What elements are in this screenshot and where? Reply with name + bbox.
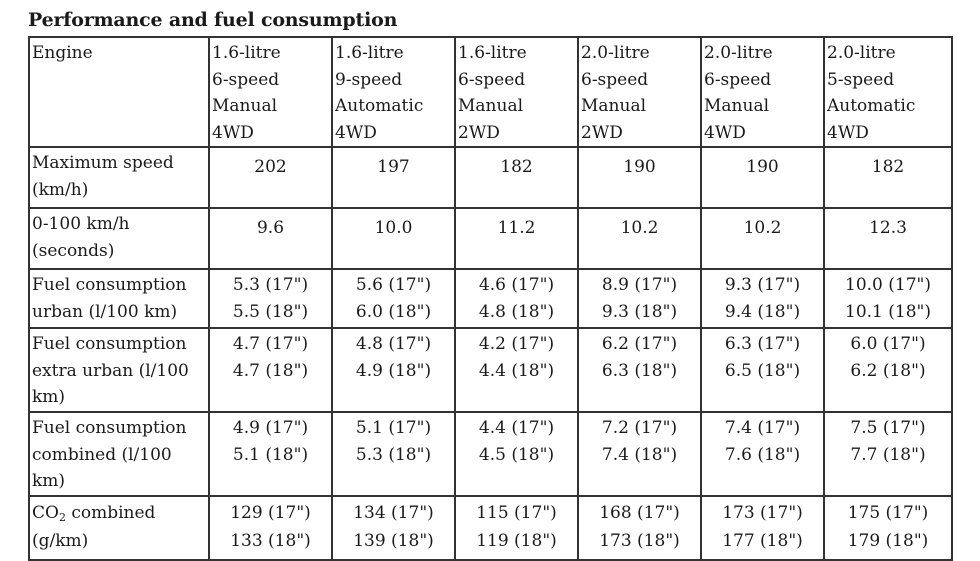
table-cell: 4.9 (17") 5.1 (18") xyxy=(208,411,333,497)
table-cell: 4.6 (17") 4.8 (18") xyxy=(454,268,579,329)
table-cell: 173 (17") 177 (18") xyxy=(700,495,825,561)
table-cell: 10.2 xyxy=(577,207,702,270)
table-cell: 10.0 (17") 10.1 (18") xyxy=(823,268,953,329)
engine-gears: 5-speed xyxy=(827,69,895,90)
engine-transmission: Automatic xyxy=(827,96,916,116)
engine-displacement: 2.0-litre xyxy=(581,43,650,63)
engine-column-header: 2.0-litre 5-speed Automatic 4WD xyxy=(823,36,953,148)
engine-displacement: 1.6-litre xyxy=(458,43,527,63)
engine-gears: 9-speed xyxy=(335,69,403,90)
engine-drive: 4WD xyxy=(212,122,254,143)
table-cell: 4.7 (17") 4.7 (18") xyxy=(208,327,333,413)
engine-gears: 6-speed xyxy=(212,69,280,90)
table-row: CO2 combined (g/km) 129 (17") 133 (18") … xyxy=(28,495,953,561)
table-cell: 5.6 (17") 6.0 (18") xyxy=(331,268,456,329)
table-cell: 10.0 xyxy=(331,207,456,270)
engine-column-header: 1.6-litre 6-speed Manual 4WD xyxy=(208,36,333,148)
table-cell: 9.3 (17") 9.4 (18") xyxy=(700,268,825,329)
table-cell: 9.6 xyxy=(208,207,333,270)
engine-column-header: 2.0-litre 6-speed Manual 4WD xyxy=(700,36,825,148)
table-cell: 8.9 (17") 9.3 (18") xyxy=(577,268,702,329)
engine-drive: 4WD xyxy=(704,122,746,143)
table-cell: 168 (17") 173 (18") xyxy=(577,495,702,561)
engine-drive: 2WD xyxy=(458,122,500,143)
engine-header-label: Engine xyxy=(28,36,210,148)
table-cell: 5.1 (17") 5.3 (18") xyxy=(331,411,456,497)
table-cell: 190 xyxy=(577,146,702,209)
table-cell: 7.2 (17") 7.4 (18") xyxy=(577,411,702,497)
engine-gears: 6-speed xyxy=(581,69,649,90)
engine-transmission: Manual xyxy=(581,96,647,116)
row-label: CO2 combined (g/km) xyxy=(28,495,210,561)
row-label: Maximum speed (km/h) xyxy=(28,146,210,209)
table-cell: 182 xyxy=(823,146,953,209)
table-row: Fuel consumption extra urban (l/100 km) … xyxy=(28,327,953,413)
row-label: 0-100 km/h (seconds) xyxy=(28,207,210,270)
engine-drive: 4WD xyxy=(335,122,377,143)
table-cell: 6.0 (17") 6.2 (18") xyxy=(823,327,953,413)
table-cell: 4.4 (17") 4.5 (18") xyxy=(454,411,579,497)
table-cell: 11.2 xyxy=(454,207,579,270)
table-row: Fuel consumption urban (l/100 km) 5.3 (1… xyxy=(28,268,953,329)
table-cell: 182 xyxy=(454,146,579,209)
performance-table: Engine 1.6-litre 6-speed Manual 4WD 1.6-… xyxy=(28,36,953,561)
table-cell: 4.8 (17") 4.9 (18") xyxy=(331,327,456,413)
engine-gears: 6-speed xyxy=(458,69,526,90)
table-cell: 115 (17") 119 (18") xyxy=(454,495,579,561)
engine-displacement: 1.6-litre xyxy=(335,43,404,63)
engine-column-header: 2.0-litre 6-speed Manual 2WD xyxy=(577,36,702,148)
table-cell: 6.3 (17") 6.5 (18") xyxy=(700,327,825,413)
row-label: Fuel consumption urban (l/100 km) xyxy=(28,268,210,329)
table-row: Fuel consumption combined (l/100 km) 4.9… xyxy=(28,411,953,497)
row-label: Fuel consumption extra urban (l/100 km) xyxy=(28,327,210,413)
table-cell: 4.2 (17") 4.4 (18") xyxy=(454,327,579,413)
engine-drive: 2WD xyxy=(581,122,623,143)
section-title: Performance and fuel consumption xyxy=(28,9,398,31)
co2-label: CO2 combined xyxy=(32,503,156,524)
table-cell: 134 (17") 139 (18") xyxy=(331,495,456,561)
engine-transmission: Automatic xyxy=(335,96,424,116)
table-cell: 12.3 xyxy=(823,207,953,270)
table-row: 0-100 km/h (seconds) 9.6 10.0 11.2 10.2 … xyxy=(28,207,953,270)
table-cell: 5.3 (17") 5.5 (18") xyxy=(208,268,333,329)
table-cell: 202 xyxy=(208,146,333,209)
table-cell: 6.2 (17") 6.3 (18") xyxy=(577,327,702,413)
engine-transmission: Manual xyxy=(704,96,770,116)
table-cell: 129 (17") 133 (18") xyxy=(208,495,333,561)
table-cell: 7.4 (17") 7.6 (18") xyxy=(700,411,825,497)
engine-transmission: Manual xyxy=(458,96,524,116)
table-cell: 7.5 (17") 7.7 (18") xyxy=(823,411,953,497)
table-cell: 190 xyxy=(700,146,825,209)
engine-transmission: Manual xyxy=(212,96,278,116)
table-cell: 197 xyxy=(331,146,456,209)
engine-displacement: 2.0-litre xyxy=(827,43,896,63)
row-label: Fuel consumption combined (l/100 km) xyxy=(28,411,210,497)
engine-column-header: 1.6-litre 9-speed Automatic 4WD xyxy=(331,36,456,148)
table-header-row: Engine 1.6-litre 6-speed Manual 4WD 1.6-… xyxy=(28,36,953,148)
table-cell: 175 (17") 179 (18") xyxy=(823,495,953,561)
engine-displacement: 2.0-litre xyxy=(704,43,773,63)
table-row: Maximum speed (km/h) 202 197 182 190 190… xyxy=(28,146,953,209)
table-cell: 10.2 xyxy=(700,207,825,270)
engine-column-header: 1.6-litre 6-speed Manual 2WD xyxy=(454,36,579,148)
engine-displacement: 1.6-litre xyxy=(212,43,281,63)
engine-drive: 4WD xyxy=(827,122,869,143)
engine-gears: 6-speed xyxy=(704,69,772,90)
